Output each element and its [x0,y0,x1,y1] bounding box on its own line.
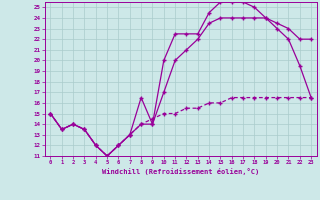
X-axis label: Windchill (Refroidissement éolien,°C): Windchill (Refroidissement éolien,°C) [102,168,260,175]
